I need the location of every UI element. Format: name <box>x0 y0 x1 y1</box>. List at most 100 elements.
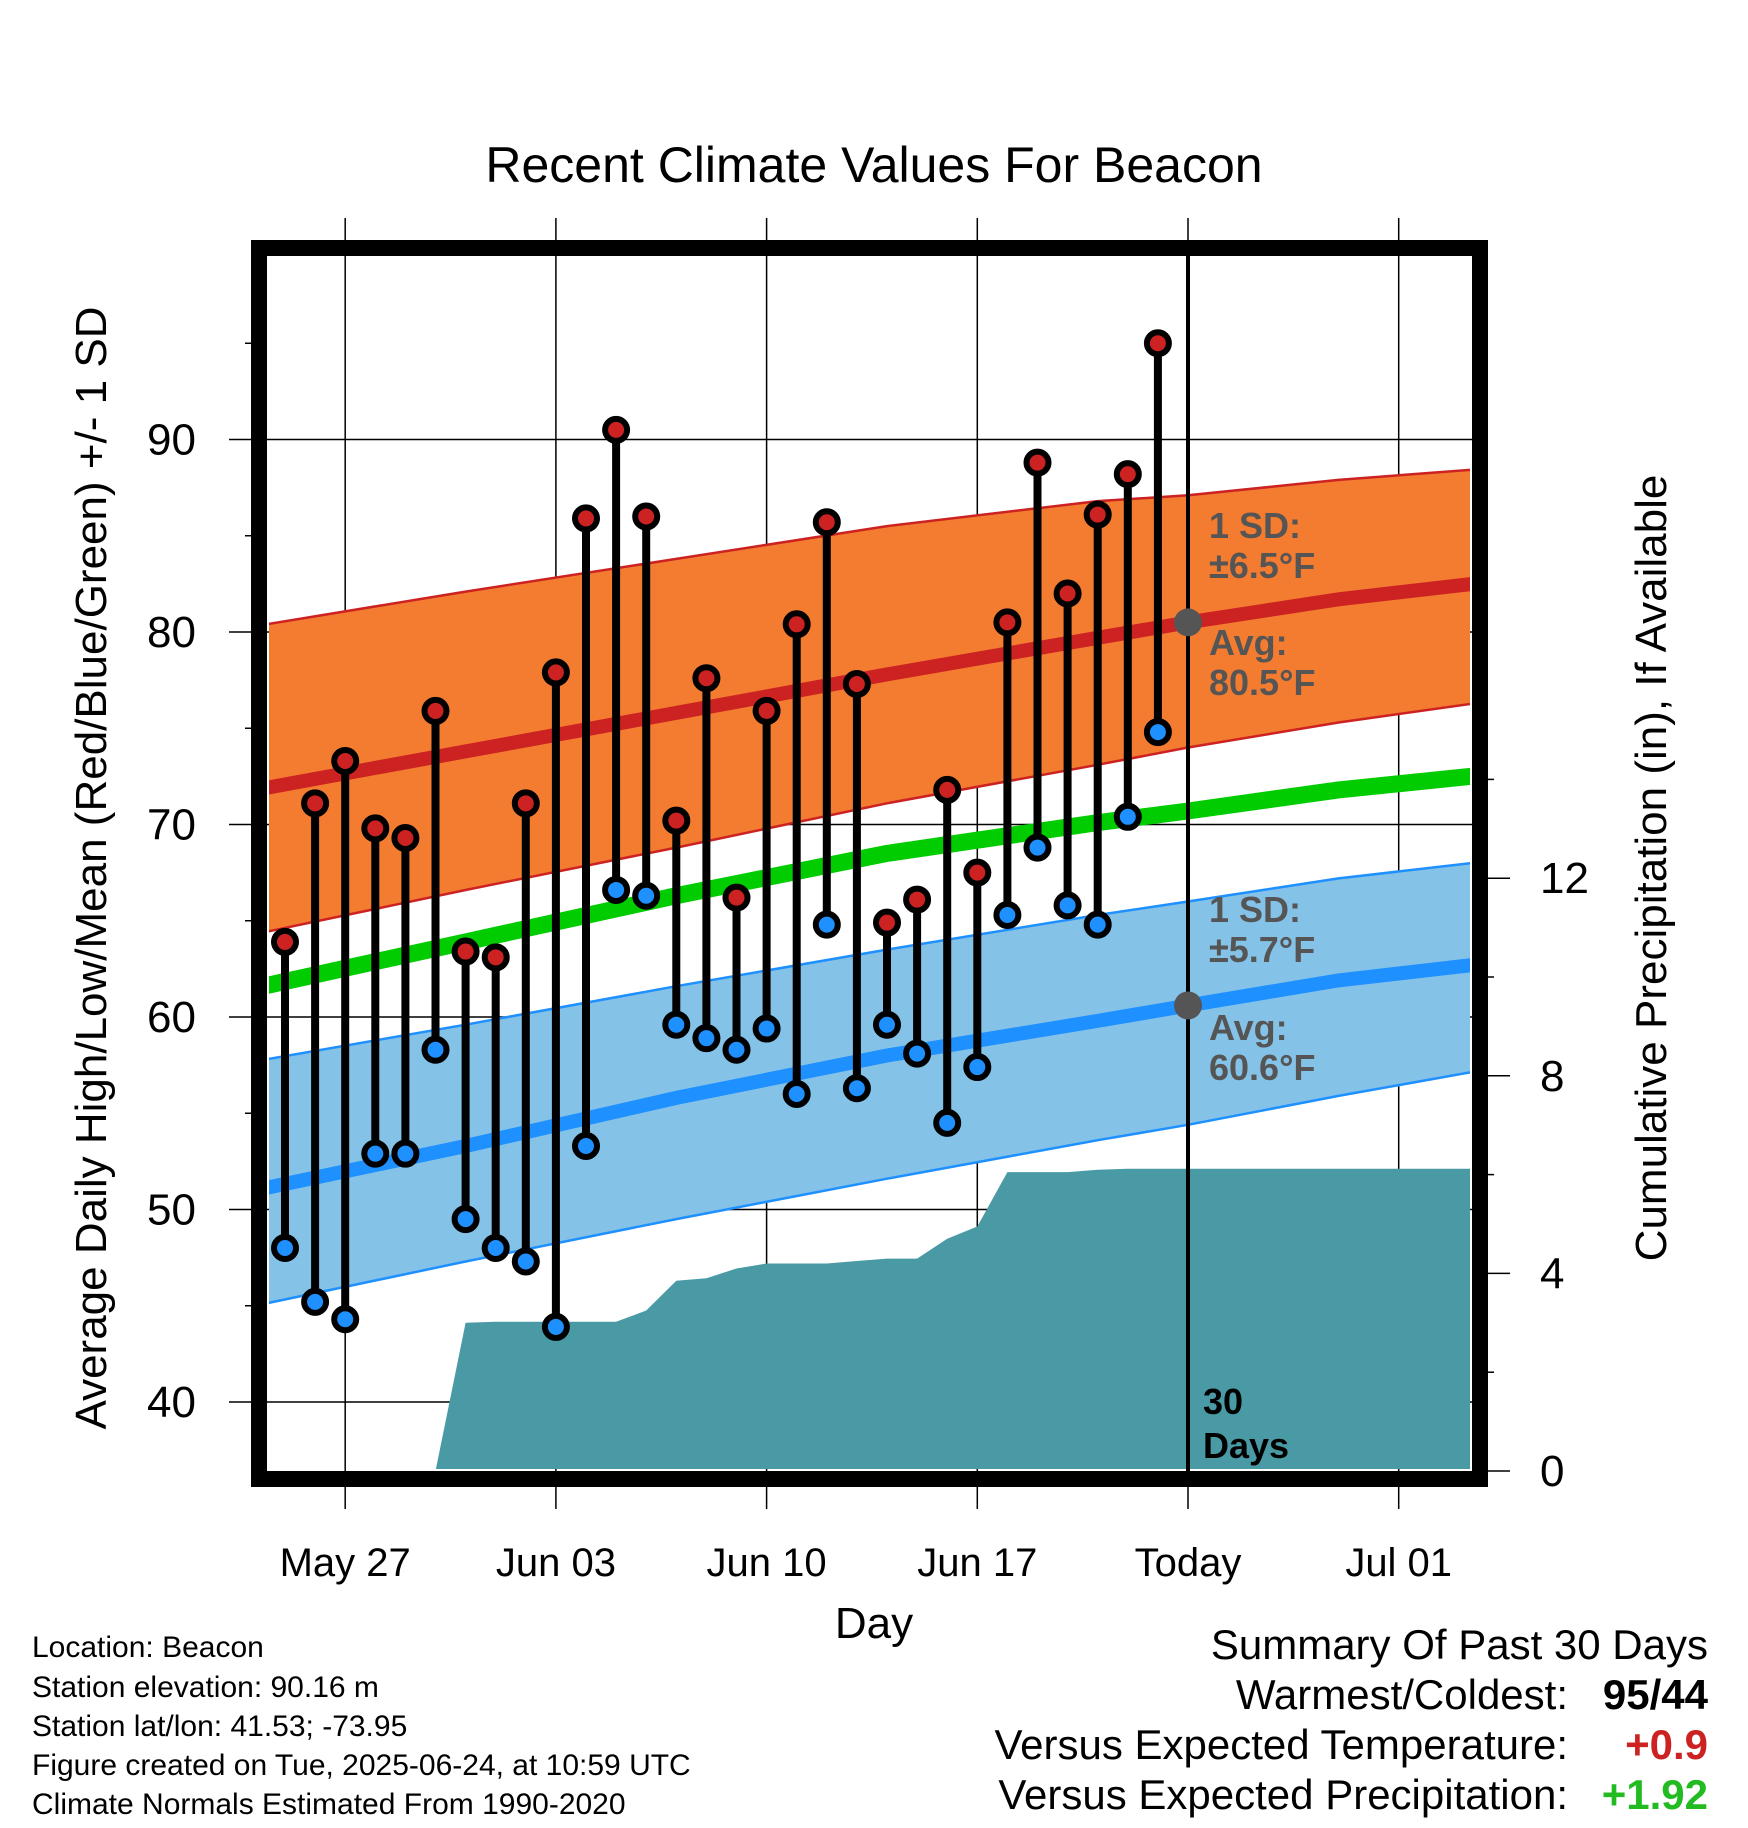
y2-tick-label: 0 <box>1540 1447 1564 1496</box>
average-low-line <box>269 958 1470 1195</box>
temp-value: +0.9 <box>1625 1721 1708 1768</box>
precipitation-area <box>435 1168 1470 1469</box>
low-point <box>903 1039 932 1068</box>
chart-title: Recent Climate Values For Beacon <box>485 137 1262 193</box>
y-tick-label: 90 <box>147 416 196 465</box>
high-point <box>963 858 992 887</box>
high-point <box>511 789 540 818</box>
high-sd-annotation-line1: 1 SD: <box>1209 505 1301 546</box>
precip-row: Versus Expected Precipitation: +1.92 <box>994 1770 1708 1820</box>
high-point <box>1113 460 1142 489</box>
high-point <box>421 696 450 725</box>
temp-row: Versus Expected Temperature: +0.9 <box>994 1720 1708 1770</box>
days-annotation-line1: 30 <box>1203 1381 1243 1422</box>
y-tick-label: 50 <box>147 1186 196 1235</box>
warm-cold-label: Warmest/Coldest: <box>1235 1671 1568 1718</box>
y-tick-label: 60 <box>147 993 196 1042</box>
avg-low-marker <box>1174 991 1202 1020</box>
high-point <box>662 806 691 835</box>
low-avg-annotation-line2: 60.6°F <box>1209 1047 1315 1088</box>
low-point <box>1113 802 1142 831</box>
high-sd-band <box>269 469 1470 932</box>
x-tick-label: Jun 10 <box>707 1541 827 1585</box>
low-point <box>1083 910 1112 939</box>
summary-title: Summary Of Past 30 Days <box>1210 1621 1708 1668</box>
high-avg-annotation-line2: 80.5°F <box>1209 662 1315 703</box>
plot-frame <box>251 240 1488 1487</box>
high-point <box>692 664 721 693</box>
low-point <box>391 1139 420 1168</box>
low-point <box>812 910 841 939</box>
high-sd-annotation-line2: ±6.5°F <box>1209 545 1315 586</box>
low-point <box>451 1205 480 1234</box>
days-annotation-line2: Days <box>1203 1425 1289 1466</box>
high-point <box>782 610 811 639</box>
slash: / <box>1649 1671 1662 1718</box>
low-point <box>632 881 661 910</box>
low-avg-annotation-line1: Avg: <box>1209 1007 1288 1048</box>
low-point <box>1023 833 1052 862</box>
y-tick-label: 70 <box>147 801 196 850</box>
normals-text: Climate Normals Estimated From 1990-2020 <box>32 1788 626 1821</box>
low-point <box>963 1053 992 1082</box>
temp-label: Versus Expected Temperature: <box>994 1721 1568 1768</box>
low-point <box>993 900 1022 929</box>
high-point <box>451 937 480 966</box>
low-point <box>572 1131 600 1160</box>
high-point <box>632 502 661 531</box>
high-point <box>572 504 600 533</box>
low-point <box>541 1312 570 1341</box>
average-mean-line <box>269 767 1470 994</box>
low-point <box>331 1305 360 1334</box>
high-point <box>602 415 631 444</box>
y-axis-label: Average Daily High/Low/Mean (Red/Blue/Gr… <box>67 307 116 1430</box>
low-point <box>692 1024 721 1053</box>
y2-tick-label: 4 <box>1540 1249 1564 1298</box>
low-point <box>842 1074 871 1103</box>
high-point <box>541 658 570 687</box>
y2-tick-label: 8 <box>1540 1052 1564 1101</box>
average-high-line <box>269 577 1470 795</box>
y-tick-label: 80 <box>147 608 196 657</box>
low-point <box>361 1139 390 1168</box>
low-point <box>662 1010 691 1039</box>
avg-high-marker <box>1174 608 1202 637</box>
precip-label: Versus Expected Precipitation: <box>998 1771 1568 1818</box>
y2-tick-label: 12 <box>1540 854 1589 903</box>
low-point <box>481 1234 510 1262</box>
high-sd-lower-line <box>269 702 1470 933</box>
high-point <box>752 696 781 725</box>
high-point <box>481 943 510 972</box>
low-point <box>782 1080 811 1108</box>
coldest-value: 44 <box>1661 1671 1708 1718</box>
low-sd-annotation-line2: ±5.7°F <box>1209 929 1315 970</box>
x-tick-label: Today <box>1135 1541 1242 1585</box>
low-point <box>602 875 631 904</box>
high-point <box>301 789 330 818</box>
x-axis-label: Day <box>835 1599 913 1648</box>
high-avg-annotation-line1: Avg: <box>1209 622 1288 663</box>
high-point <box>873 908 901 937</box>
low-point <box>421 1035 450 1064</box>
x-tick-label: Jul 01 <box>1345 1541 1452 1585</box>
high-point <box>361 814 390 843</box>
high-point <box>842 669 871 698</box>
high-point <box>1023 448 1052 477</box>
low-point <box>511 1247 540 1276</box>
high-point <box>1053 579 1082 608</box>
y2-axis-label: Cumulative Precipitation (in), If Availa… <box>1627 475 1676 1262</box>
high-point <box>812 508 841 537</box>
low-point <box>1143 718 1172 747</box>
summary-panel: Summary Of Past 30 Days Warmest/Coldest:… <box>994 1620 1708 1820</box>
high-point <box>722 883 751 912</box>
x-tick-label: Jun 17 <box>917 1541 1037 1585</box>
elevation-text: Station elevation: 90.16 m <box>32 1671 379 1704</box>
high-point <box>903 885 932 914</box>
low-point <box>301 1287 330 1316</box>
y-tick-label: 40 <box>147 1378 196 1427</box>
low-point <box>873 1010 901 1039</box>
location-text: Location: Beacon <box>32 1631 264 1664</box>
warm-cold-value: 95/44 <box>1598 1670 1708 1720</box>
